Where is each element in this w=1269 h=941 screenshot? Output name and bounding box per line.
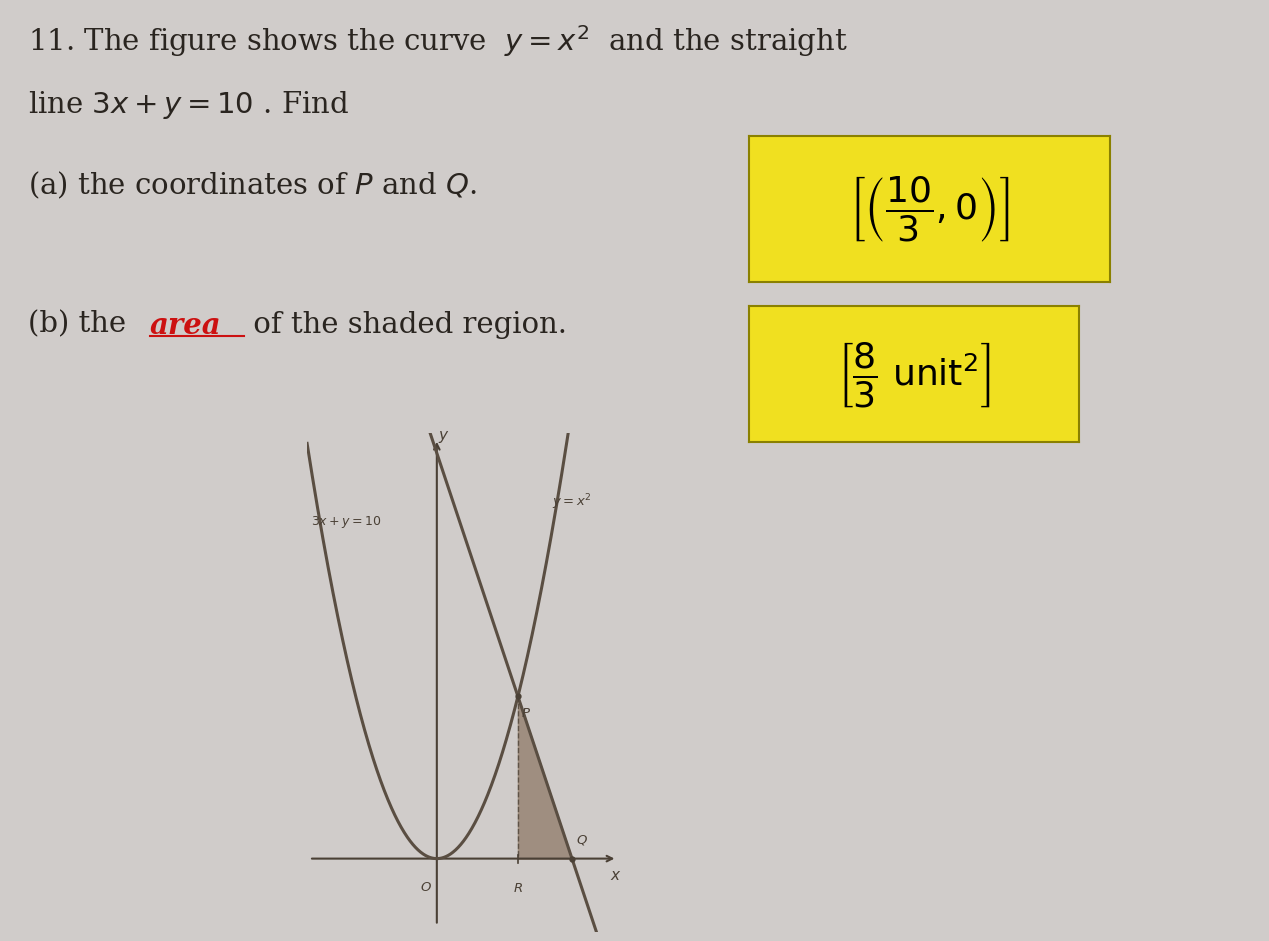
Text: $3x + y = 10$: $3x + y = 10$ bbox=[311, 514, 382, 530]
Text: $y$: $y$ bbox=[438, 429, 450, 445]
Text: (a) the coordinates of $P$ and $Q$.: (a) the coordinates of $P$ and $Q$. bbox=[28, 169, 477, 200]
Text: of the shaded region.: of the shaded region. bbox=[244, 311, 567, 339]
Text: 11. The figure shows the curve  $y = x^2$  and the straight: 11. The figure shows the curve $y = x^2$… bbox=[28, 24, 848, 59]
Text: $O$: $O$ bbox=[420, 881, 431, 894]
Text: $R$: $R$ bbox=[513, 882, 523, 895]
Text: $x$: $x$ bbox=[610, 869, 622, 884]
Text: $y = x^2$: $y = x^2$ bbox=[552, 492, 593, 512]
Text: $P$: $P$ bbox=[522, 707, 532, 720]
Text: area: area bbox=[150, 311, 221, 340]
Text: $Q$: $Q$ bbox=[576, 833, 588, 847]
Text: $\left[\left(\dfrac{10}{3},0\right)\right]$: $\left[\left(\dfrac{10}{3},0\right)\righ… bbox=[849, 175, 1010, 244]
Text: $\left[\dfrac{8}{3}\ \mathrm{unit}^2\right]$: $\left[\dfrac{8}{3}\ \mathrm{unit}^2\rig… bbox=[836, 340, 991, 408]
Text: (b) the: (b) the bbox=[28, 311, 136, 339]
Text: line $3x + y = 10$ . Find: line $3x + y = 10$ . Find bbox=[28, 89, 349, 121]
